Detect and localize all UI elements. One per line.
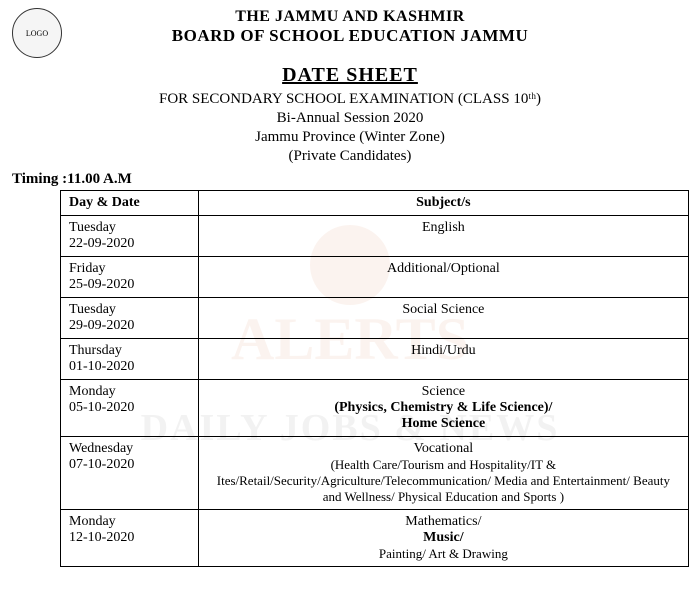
subject-cell: Mathematics/Music/Painting/ Art & Drawin…	[199, 510, 689, 567]
header-date: Day & Date	[61, 191, 199, 216]
date-label: 01-10-2020	[69, 359, 190, 375]
day-label: Tuesday	[69, 302, 190, 318]
timing-label: Timing :11.00 A.M	[12, 171, 688, 188]
org-line-1: THE JAMMU AND KASHMIR	[12, 8, 688, 26]
date-label: 05-10-2020	[69, 400, 190, 416]
candidates-line: (Private Candidates)	[12, 148, 688, 165]
document-header: LOGO THE JAMMU AND KASHMIR BOARD OF SCHO…	[12, 8, 688, 46]
subject-detail: Painting/ Art & Drawing	[207, 546, 680, 562]
subject-main: Mathematics/	[207, 514, 680, 530]
board-logo-icon: LOGO	[12, 8, 62, 58]
day-label: Friday	[69, 261, 190, 277]
province-line: Jammu Province (Winter Zone)	[12, 129, 688, 146]
subject-main: Social Science	[207, 302, 680, 318]
subject-sub: Music/	[207, 530, 680, 546]
subject-detail: Home Science	[207, 416, 680, 432]
subject-cell: Vocational(Health Care/Tourism and Hospi…	[199, 437, 689, 510]
subject-main: Science	[207, 384, 680, 400]
date-label: 29-09-2020	[69, 318, 190, 334]
exam-line: FOR SECONDARY SCHOOL EXAMINATION (CLASS …	[12, 91, 688, 108]
subject-detail: (Health Care/Tourism and Hospitality/IT …	[207, 457, 680, 505]
day-label: Wednesday	[69, 441, 190, 457]
date-cell: Monday05-10-2020	[61, 380, 199, 437]
subject-sub: (Physics, Chemistry & Life Science)/	[207, 400, 680, 416]
subject-cell: English	[199, 216, 689, 257]
table-row: Monday05-10-2020Science(Physics, Chemist…	[61, 380, 689, 437]
subject-cell: Hindi/Urdu	[199, 339, 689, 380]
date-label: 12-10-2020	[69, 530, 190, 546]
date-label: 07-10-2020	[69, 457, 190, 473]
table-row: Tuesday22-09-2020 English	[61, 216, 689, 257]
datesheet-title: DATE SHEET	[12, 64, 688, 87]
date-cell: Tuesday29-09-2020	[61, 298, 199, 339]
date-cell: Wednesday07-10-2020	[61, 437, 199, 510]
datesheet-table: Day & Date Subject/s Tuesday22-09-2020En…	[60, 190, 689, 567]
table-row: Thursday01-10-2020 Hindi/Urdu	[61, 339, 689, 380]
table-row: Monday12-10-2020Mathematics/Music/Painti…	[61, 510, 689, 567]
date-cell: Tuesday22-09-2020	[61, 216, 199, 257]
org-line-2: BOARD OF SCHOOL EDUCATION JAMMU	[12, 26, 688, 46]
header-subject: Subject/s	[199, 191, 689, 216]
date-cell: Friday25-09-2020	[61, 257, 199, 298]
day-label: Tuesday	[69, 220, 190, 236]
day-label: Thursday	[69, 343, 190, 359]
day-label: Monday	[69, 514, 190, 530]
table-row: Friday25-09-2020 Additional/Optional	[61, 257, 689, 298]
subject-main: English	[207, 220, 680, 236]
table-header-row: Day & Date Subject/s	[61, 191, 689, 216]
subject-cell: Science(Physics, Chemistry & Life Scienc…	[199, 380, 689, 437]
table-row: Tuesday29-09-2020 Social Science	[61, 298, 689, 339]
session-line: Bi-Annual Session 2020	[12, 110, 688, 127]
subject-cell: Additional/Optional	[199, 257, 689, 298]
table-row: Wednesday07-10-2020Vocational(Health Car…	[61, 437, 689, 510]
subject-main: Hindi/Urdu	[207, 343, 680, 359]
subject-main: Additional/Optional	[207, 261, 680, 277]
title-block: DATE SHEET FOR SECONDARY SCHOOL EXAMINAT…	[12, 64, 688, 165]
day-label: Monday	[69, 384, 190, 400]
subject-main: Vocational	[207, 441, 680, 457]
date-label: 25-09-2020	[69, 277, 190, 293]
subject-cell: Social Science	[199, 298, 689, 339]
date-label: 22-09-2020	[69, 236, 190, 252]
date-cell: Thursday01-10-2020	[61, 339, 199, 380]
date-cell: Monday12-10-2020	[61, 510, 199, 567]
